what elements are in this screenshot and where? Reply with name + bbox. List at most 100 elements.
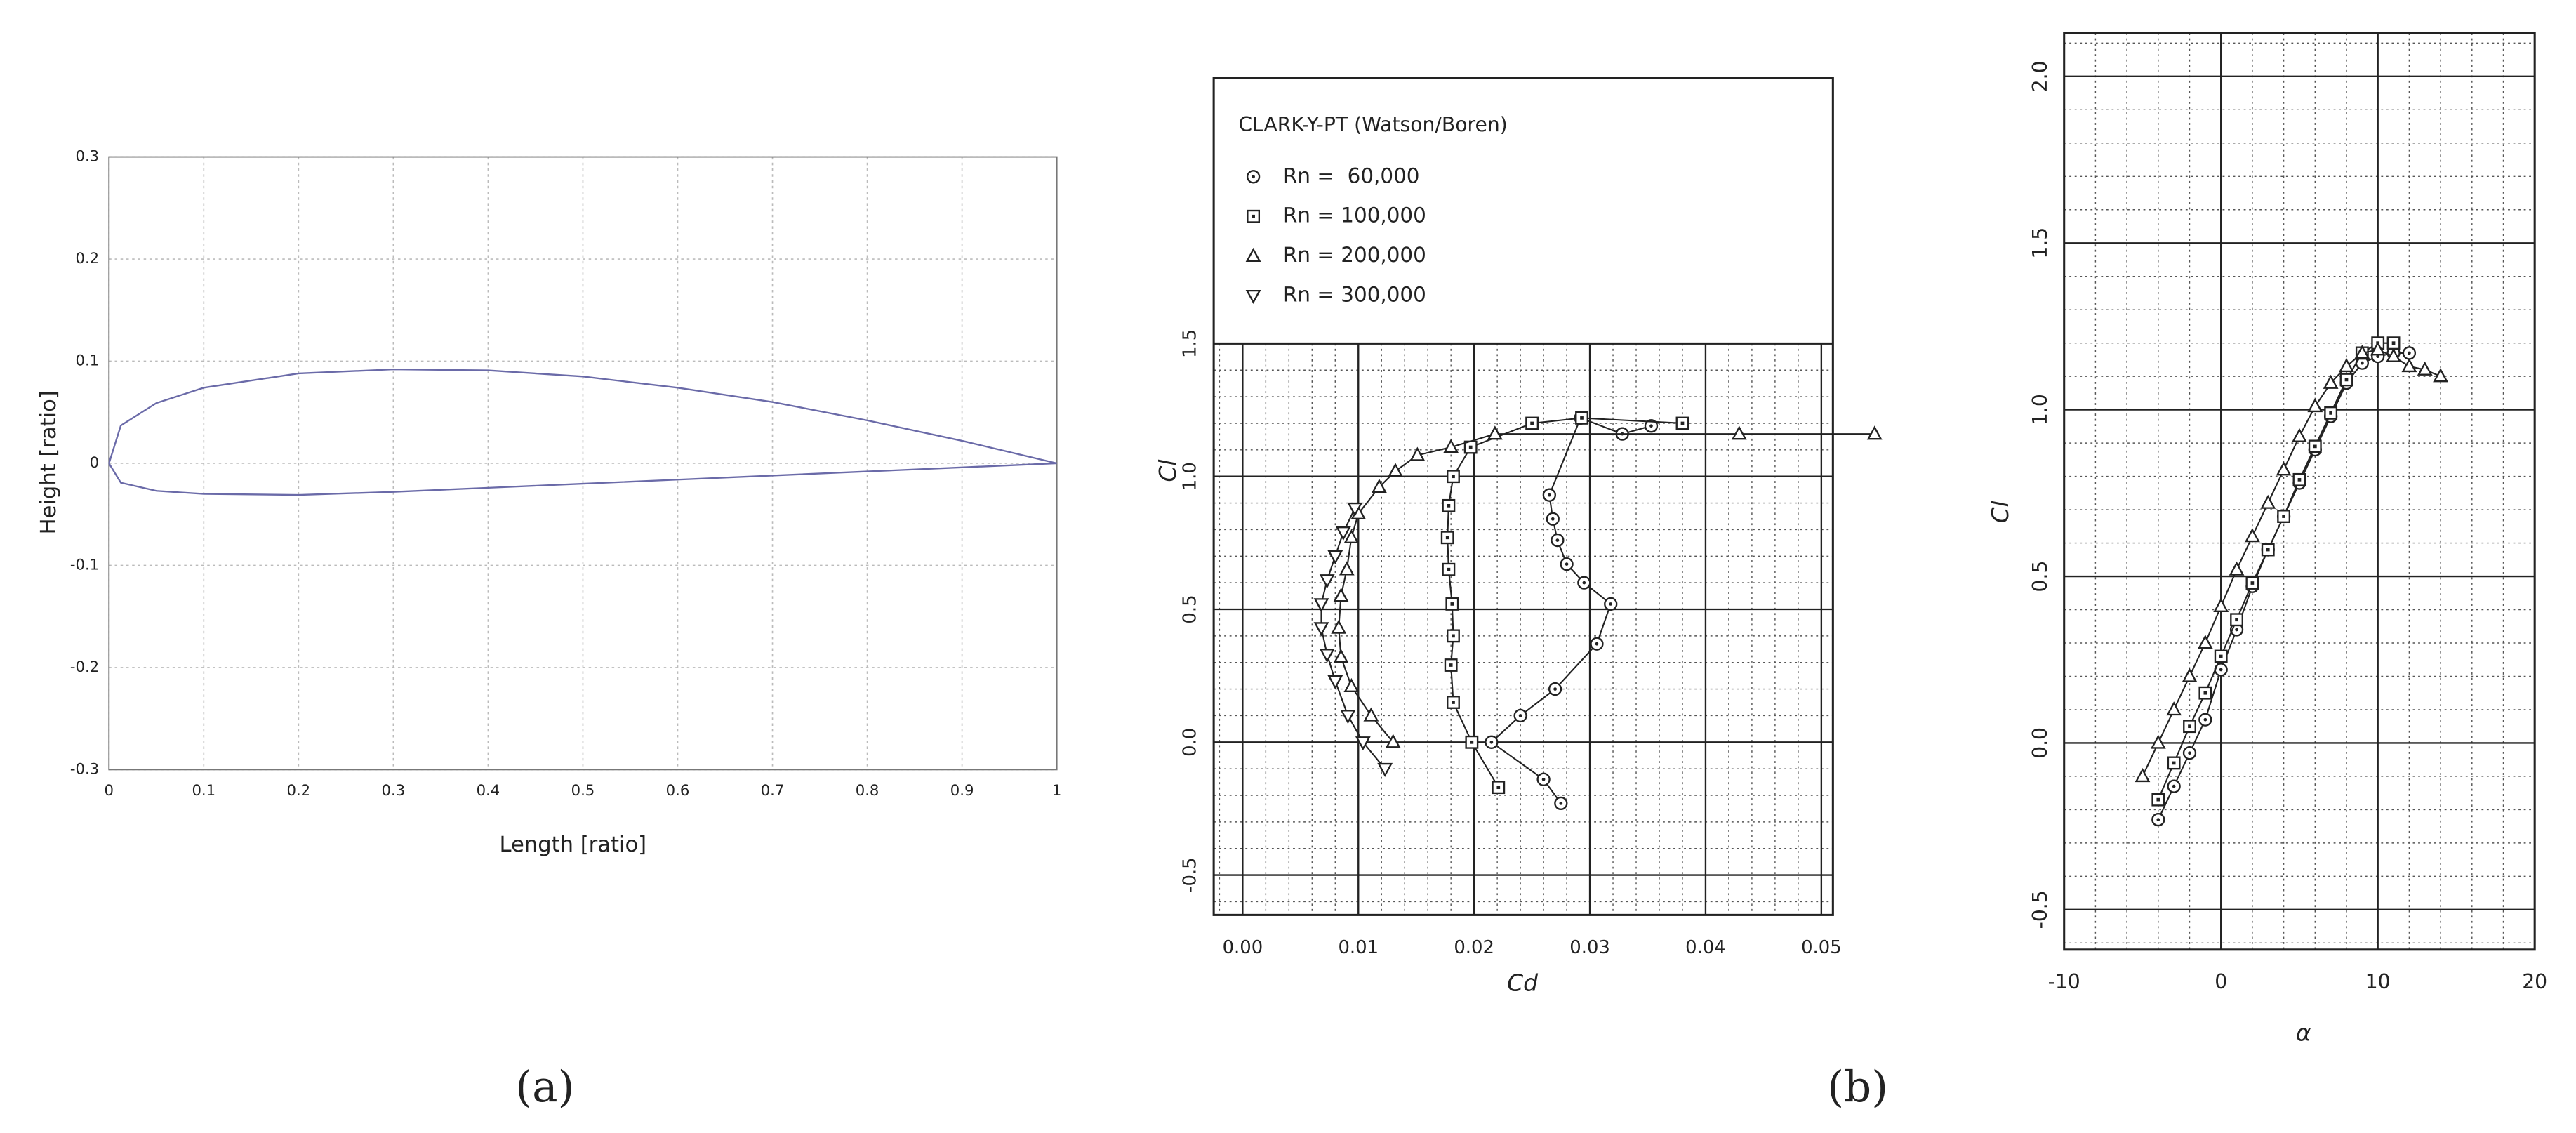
marker-dot <box>1559 802 1563 805</box>
data-point <box>1590 637 1604 651</box>
x-tick-label: 10 <box>2365 970 2391 993</box>
marker-dot <box>1555 538 1560 542</box>
marker-shape <box>1731 425 1747 440</box>
data-point <box>2166 701 2182 716</box>
marker-dot <box>2188 724 2191 729</box>
marker-shape <box>2401 358 2417 373</box>
data-point <box>1445 597 1459 611</box>
y-tick-label: -0.3 <box>70 760 99 777</box>
data-point <box>2417 361 2433 376</box>
y-tick-label: 1.0 <box>2029 394 2052 425</box>
y-tick-label: -0.1 <box>70 555 99 573</box>
x-tick-label: 0.1 <box>192 781 215 799</box>
data-point <box>1440 531 1454 545</box>
marker-shape <box>2307 398 2323 413</box>
x-tick-label: 20 <box>2522 970 2547 993</box>
data-point <box>2386 347 2401 362</box>
marker-shape <box>1333 649 1349 663</box>
data-point <box>1675 416 1689 430</box>
marker-shape <box>2135 768 2151 783</box>
marker-shape <box>2339 358 2354 373</box>
marker-dot <box>2376 355 2380 359</box>
data-point <box>2260 494 2276 509</box>
y-axis-label: Cl <box>1986 501 2014 523</box>
marker-dot <box>1489 740 1494 744</box>
marker-shape <box>1327 550 1343 565</box>
data-point <box>1319 649 1335 663</box>
marker-dot <box>2329 411 2332 415</box>
marker-shape <box>2229 561 2245 576</box>
data-point <box>2261 543 2275 557</box>
x-tick-label: 0.01 <box>1338 937 1379 958</box>
data-point <box>1560 557 1574 571</box>
data-point <box>1731 425 1747 440</box>
legend-label: Rn = 100,000 <box>1283 204 1426 227</box>
x-tick-label: 1 <box>1052 781 1061 799</box>
data-point <box>1388 463 1403 477</box>
data-point <box>1409 446 1426 461</box>
data-point <box>1487 425 1503 440</box>
series-line <box>2157 342 2394 800</box>
x-tick-label: 0.7 <box>761 781 785 799</box>
x-tick-label: 0.6 <box>666 781 690 799</box>
y-tick-label: 1.5 <box>2029 227 2052 259</box>
marker-dot <box>1595 642 1599 646</box>
y-tick-label: 0.2 <box>75 249 99 267</box>
marker-shape <box>1388 463 1403 477</box>
x-tick-label: 0.2 <box>287 781 311 799</box>
data-point <box>1866 425 1883 440</box>
data-point <box>1333 588 1349 602</box>
marker-dot <box>2203 717 2207 722</box>
y-tick-label: 0.0 <box>2029 727 2052 759</box>
data-point <box>1525 416 1539 430</box>
data-point <box>2182 668 2198 682</box>
marker-dot <box>1580 416 1584 420</box>
marker-shape <box>1333 588 1349 602</box>
data-point <box>1536 772 1551 786</box>
x-tick-label: 0 <box>2215 970 2227 993</box>
panel-label: (a) <box>515 1062 574 1112</box>
x-tick-label: 0.04 <box>1685 937 1726 958</box>
marker-dot <box>2408 351 2411 355</box>
data-point <box>1363 707 1379 722</box>
data-point <box>1372 478 1387 493</box>
marker-dot <box>1518 714 1522 717</box>
series-line <box>108 462 1057 496</box>
data-point <box>1442 498 1456 512</box>
x-tick-label: 0.5 <box>571 781 595 799</box>
marker-dot <box>2344 378 2349 382</box>
x-tick-label: 0 <box>105 781 114 799</box>
marker-dot <box>1547 493 1551 497</box>
marker-shape <box>1327 675 1343 690</box>
marker-dot <box>2156 818 2160 821</box>
marker-dot <box>1609 602 1613 606</box>
marker-dot <box>2203 691 2207 695</box>
data-point <box>1333 649 1349 663</box>
legend-label: Rn = 60,000 <box>1283 164 1420 187</box>
data-point <box>2229 561 2245 576</box>
data-point <box>2307 398 2323 413</box>
x-tick-label: 0.8 <box>856 781 879 799</box>
marker-dot <box>2219 654 2223 658</box>
plot-frame <box>2063 32 2536 951</box>
marker-dot <box>1680 421 1685 425</box>
data-point <box>2245 576 2259 590</box>
data-point <box>1604 597 1618 611</box>
data-point <box>1246 170 1261 184</box>
marker-dot <box>2391 341 2396 345</box>
legend-label: Rn = 200,000 <box>1283 243 1426 267</box>
data-point <box>2433 368 2449 383</box>
data-point <box>2197 635 2213 649</box>
marker-shape <box>1339 561 1355 576</box>
marker-dot <box>2235 628 2238 632</box>
x-tick-label: 0.4 <box>477 781 500 799</box>
marker-shape <box>1245 289 1261 305</box>
marker-dot <box>1553 687 1557 691</box>
marker-shape <box>2370 341 2386 356</box>
data-point <box>1485 735 1499 749</box>
data-point <box>2151 812 2165 827</box>
data-point <box>1548 682 1562 696</box>
marker-dot <box>2266 548 2270 552</box>
marker-shape <box>1355 736 1371 751</box>
data-point <box>1385 734 1401 748</box>
